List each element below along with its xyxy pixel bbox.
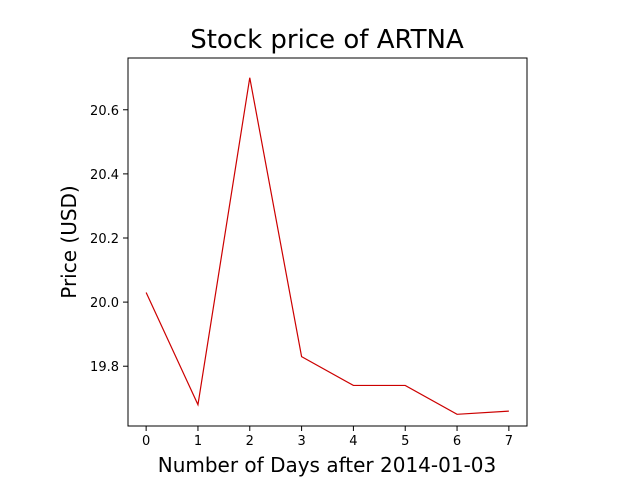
x-tick-label: 6 xyxy=(453,434,461,449)
y-tick-label: 20.2 xyxy=(90,232,119,247)
axis-ticks: 0 1 2 3 4 5 6 7 19.8 20.0 20.2 20.4 20.6 xyxy=(90,104,513,449)
series-lines xyxy=(145,77,509,415)
x-tick-label: 7 xyxy=(505,434,513,449)
x-tick-label: 1 xyxy=(194,434,202,449)
chart-title: Stock price of ARTNA xyxy=(190,25,464,55)
x-axis-label: Number of Days after 2014-01-03 xyxy=(158,453,497,477)
y-tick-label: 20.0 xyxy=(90,296,119,311)
x-tick-label: 2 xyxy=(246,434,254,449)
plot-area-frame xyxy=(127,57,528,427)
x-tick-label: 4 xyxy=(349,434,357,449)
x-tick-label: 5 xyxy=(401,434,409,449)
x-tick-label: 3 xyxy=(297,434,305,449)
series-line-0 xyxy=(145,77,509,415)
y-tick-label: 20.4 xyxy=(90,168,119,183)
x-tick-label: 0 xyxy=(142,434,150,449)
y-tick-label: 20.6 xyxy=(90,104,119,119)
y-axis-label: Price (USD) xyxy=(57,185,81,299)
y-tick-label: 19.8 xyxy=(90,360,119,375)
